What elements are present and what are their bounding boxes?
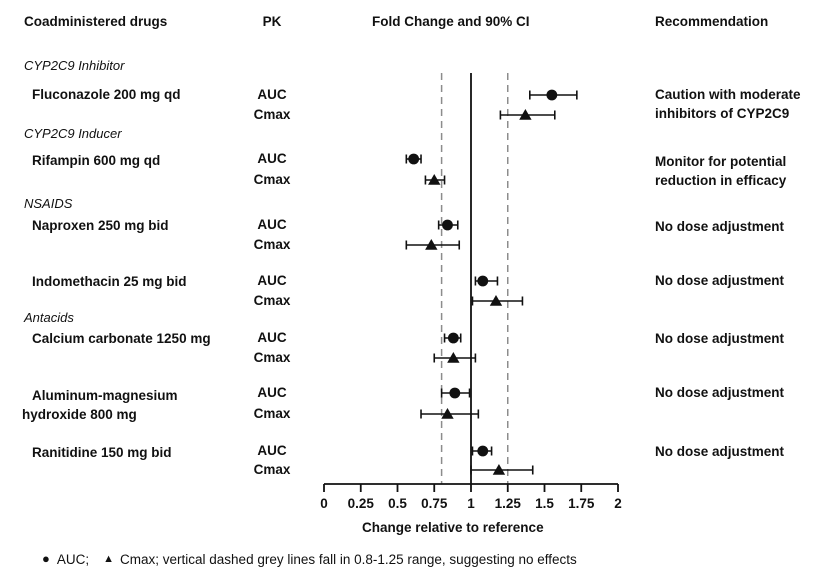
drug-name: Fluconazole 200 mg qd [32, 87, 181, 102]
recommendation-text: Monitor for potential [655, 154, 787, 169]
pk-metric-label: Cmax [253, 350, 291, 365]
column-header-drugs: Coadministered drugs [24, 14, 168, 29]
x-tick-label: 0.25 [348, 496, 375, 511]
x-tick-label: 0 [320, 496, 328, 511]
pk-metric-label: AUC [257, 330, 287, 345]
marker-auc-circle [442, 219, 453, 231]
pk-metric-label: Cmax [253, 107, 291, 122]
drug-name-line2: hydroxide 800 mg [22, 407, 137, 422]
recommendation-text: inhibitors of CYP2C9 [655, 106, 790, 121]
marker-auc-circle [546, 89, 558, 101]
pk-metric-label: AUC [257, 443, 287, 458]
pk-metric-label: Cmax [253, 172, 291, 187]
marker-auc-circle [449, 387, 461, 399]
marker-auc-circle [477, 275, 489, 287]
drug-name: Aluminum-magnesium [32, 388, 178, 403]
pk-metric-label: Cmax [253, 237, 291, 252]
marker-cmax-triangle [447, 352, 460, 363]
legend-cmax-label: Cmax; vertical dashed grey lines fall in… [120, 552, 577, 567]
marker-cmax-triangle [441, 408, 454, 419]
marker-auc-circle [408, 153, 420, 165]
pk-metric-label: Cmax [253, 406, 291, 421]
x-axis-title: Change relative to reference [362, 520, 544, 535]
x-tick-label: 1.75 [568, 496, 595, 511]
recommendation-text: No dose adjustment [655, 219, 785, 234]
pk-metric-label: AUC [257, 87, 287, 102]
legend-auc-label: AUC; [56, 552, 90, 567]
recommendation-text: No dose adjustment [655, 331, 785, 346]
pk-metric-label: AUC [257, 385, 287, 400]
drug-name: Rifampin 600 mg qd [32, 153, 161, 168]
x-tick-label: 2 [614, 496, 622, 511]
pk-metric-label: Cmax [253, 462, 291, 477]
x-tick-label: 1.25 [495, 496, 522, 511]
recommendation-text: No dose adjustment [655, 385, 785, 400]
recommendation-text: No dose adjustment [655, 444, 785, 459]
x-tick-label: 1.5 [535, 496, 554, 511]
section-label: NSAIDS [24, 196, 73, 211]
marker-cmax-triangle [428, 174, 441, 185]
pk-metric-label: AUC [257, 273, 287, 288]
drug-name: Calcium carbonate 1250 mg [32, 331, 211, 346]
marker-auc-circle [477, 445, 489, 457]
cmax-triangle-icon: ▲ [103, 552, 115, 565]
recommendation-text: No dose adjustment [655, 273, 785, 288]
x-tick-label: 1 [467, 496, 475, 511]
marker-cmax-triangle [425, 239, 438, 250]
column-header-fold-change: Fold Change and 90% CI [372, 14, 530, 29]
pk-metric-label: AUC [257, 151, 287, 166]
section-label: Antacids [24, 310, 74, 325]
plot-legend: ● AUC; ▲ Cmax; vertical dashed grey line… [42, 551, 577, 567]
section-label: CYP2C9 Inhibitor [24, 58, 125, 73]
marker-auc-circle [447, 332, 459, 344]
recommendation-text: Caution with moderate [655, 87, 801, 102]
pk-metric-label: AUC [257, 217, 287, 232]
column-header-pk: PK [262, 14, 282, 29]
recommendation-text: reduction in efficacy [655, 173, 787, 188]
drug-name: Naproxen 250 mg bid [32, 218, 169, 233]
x-tick-label: 0.75 [421, 496, 448, 511]
column-header-recommendation: Recommendation [655, 14, 769, 29]
section-label: CYP2C9 Inducer [24, 126, 122, 141]
drug-name: Ranitidine 150 mg bid [32, 445, 172, 460]
marker-cmax-triangle [492, 464, 506, 475]
marker-cmax-triangle [489, 295, 503, 306]
marker-cmax-triangle [519, 109, 532, 120]
pk-metric-label: Cmax [253, 293, 291, 308]
drug-name: Indomethacin 25 mg bid [32, 274, 187, 289]
auc-circle-icon: ● [42, 551, 50, 566]
x-tick-label: 0.5 [388, 496, 407, 511]
